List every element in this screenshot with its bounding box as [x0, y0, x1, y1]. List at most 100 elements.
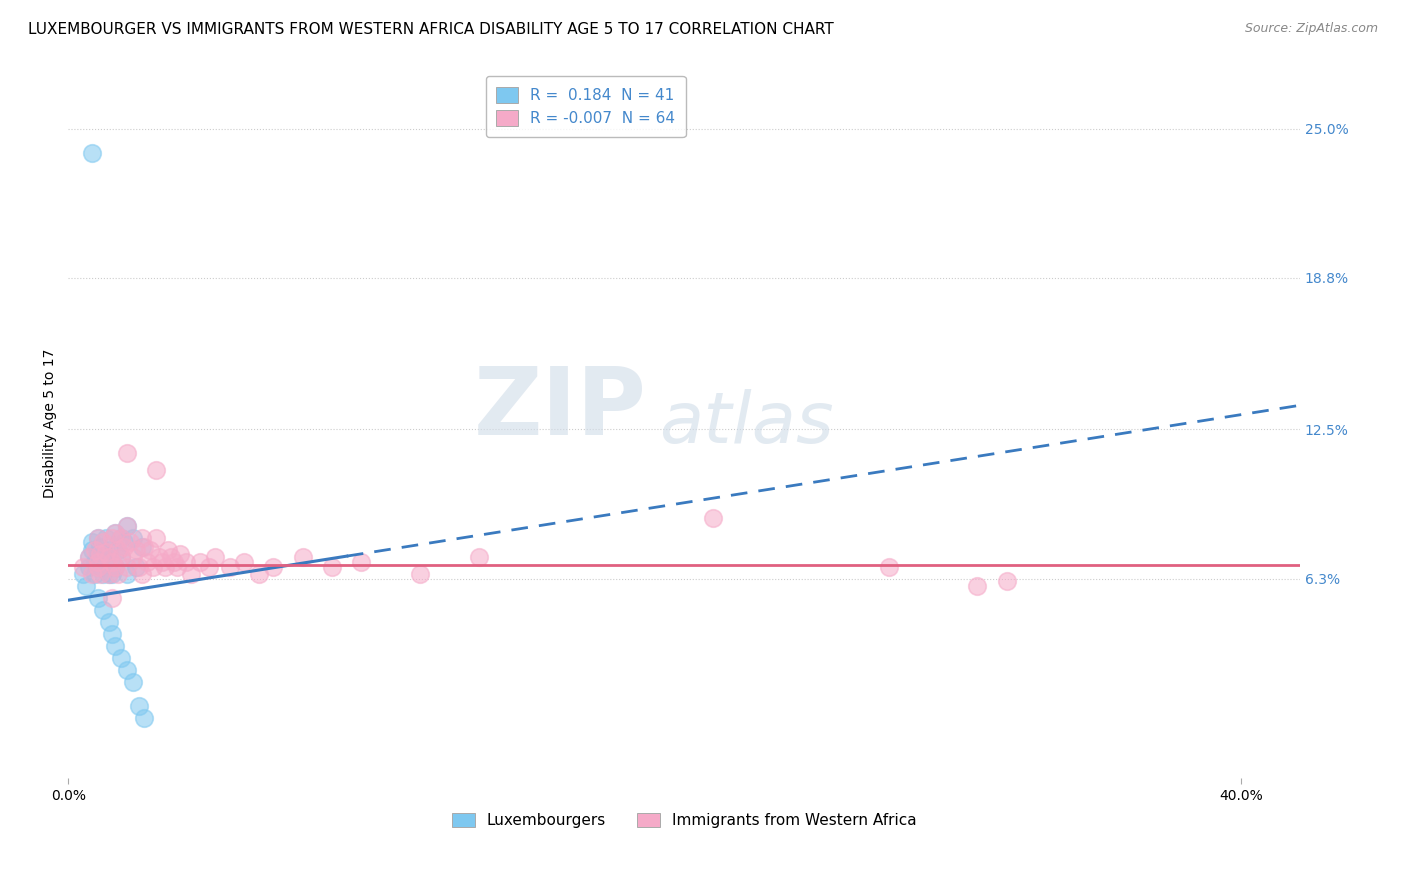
Point — [121, 549, 143, 564]
Point — [198, 559, 221, 574]
Point — [89, 541, 111, 555]
Point — [160, 549, 183, 564]
Point — [80, 145, 103, 160]
Point — [131, 531, 153, 545]
Point — [169, 548, 191, 562]
Point — [156, 542, 179, 557]
Point — [121, 675, 143, 690]
Point — [110, 651, 132, 665]
Point — [77, 549, 100, 564]
Point — [995, 574, 1018, 588]
Point — [115, 566, 138, 581]
Point — [321, 559, 343, 574]
Point — [101, 555, 124, 569]
Point — [101, 566, 124, 581]
Point — [86, 591, 108, 605]
Point — [83, 542, 105, 557]
Y-axis label: Disability Age 5 to 17: Disability Age 5 to 17 — [44, 349, 58, 498]
Point — [86, 548, 108, 562]
Legend: Luxembourgers, Immigrants from Western Africa: Luxembourgers, Immigrants from Western A… — [446, 807, 922, 834]
Point — [86, 531, 108, 545]
Point — [86, 555, 108, 569]
Point — [247, 566, 270, 581]
Point — [110, 549, 132, 564]
Text: ZIP: ZIP — [474, 363, 647, 455]
Point — [291, 549, 314, 564]
Point — [107, 542, 129, 557]
Point — [145, 531, 167, 545]
Point — [98, 615, 121, 629]
Point — [72, 566, 94, 581]
Point — [702, 511, 724, 525]
Point — [96, 545, 118, 559]
Point — [89, 559, 111, 574]
Point — [153, 559, 176, 574]
Point — [124, 542, 146, 557]
Point — [86, 531, 108, 545]
Point — [89, 548, 111, 562]
Point — [128, 559, 150, 574]
Point — [98, 542, 121, 557]
Point — [163, 555, 186, 569]
Point — [409, 566, 432, 581]
Point — [104, 559, 127, 574]
Point — [101, 531, 124, 545]
Point — [98, 566, 121, 581]
Point — [80, 566, 103, 581]
Point — [204, 549, 226, 564]
Point — [93, 545, 115, 559]
Point — [134, 541, 156, 555]
Point — [350, 555, 373, 569]
Point — [77, 559, 100, 574]
Point — [101, 627, 124, 641]
Point — [98, 549, 121, 564]
Point — [131, 566, 153, 581]
Text: atlas: atlas — [659, 389, 834, 458]
Text: LUXEMBOURGER VS IMMIGRANTS FROM WESTERN AFRICA DISABILITY AGE 5 TO 17 CORRELATIO: LUXEMBOURGER VS IMMIGRANTS FROM WESTERN … — [28, 22, 834, 37]
Point — [879, 559, 901, 574]
Point — [104, 559, 127, 574]
Point — [93, 603, 115, 617]
Point — [104, 525, 127, 540]
Point — [101, 591, 124, 605]
Point — [233, 555, 256, 569]
Point — [77, 549, 100, 564]
Point — [96, 531, 118, 545]
Point — [128, 699, 150, 714]
Point — [131, 541, 153, 555]
Point — [134, 711, 156, 725]
Point — [145, 463, 167, 477]
Point — [83, 566, 105, 581]
Point — [110, 531, 132, 545]
Point — [93, 566, 115, 581]
Point — [75, 579, 97, 593]
Point — [107, 566, 129, 581]
Point — [80, 535, 103, 549]
Point — [72, 559, 94, 574]
Point — [263, 559, 285, 574]
Point — [110, 549, 132, 564]
Point — [121, 531, 143, 545]
Point — [118, 535, 141, 549]
Point — [188, 555, 211, 569]
Point — [86, 559, 108, 574]
Point — [115, 663, 138, 677]
Point — [180, 566, 202, 581]
Point — [115, 518, 138, 533]
Point — [104, 639, 127, 653]
Point — [124, 559, 146, 574]
Point — [98, 566, 121, 581]
Point — [110, 531, 132, 545]
Point — [107, 542, 129, 557]
Point — [115, 446, 138, 460]
Point — [104, 525, 127, 540]
Point — [83, 555, 105, 569]
Point — [148, 549, 170, 564]
Point — [966, 579, 988, 593]
Point — [93, 535, 115, 549]
Point — [112, 535, 135, 549]
Point — [174, 555, 197, 569]
Point — [115, 559, 138, 574]
Point — [166, 559, 188, 574]
Point — [112, 541, 135, 555]
